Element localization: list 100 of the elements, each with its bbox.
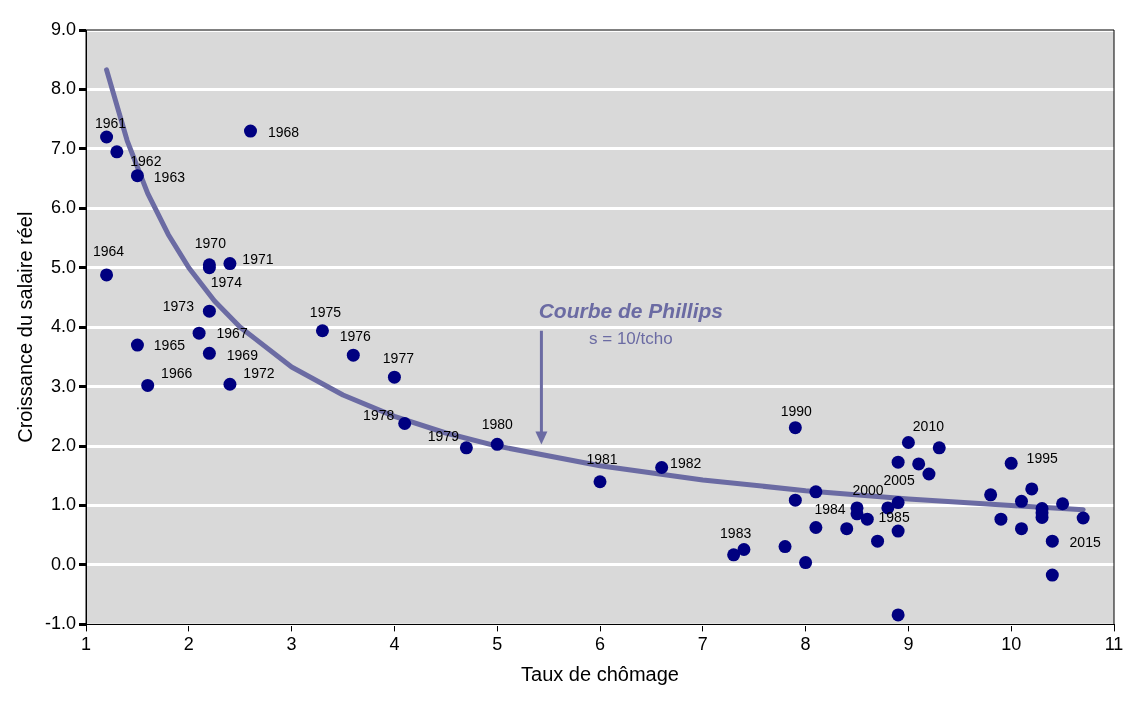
- annotation: 2000: [852, 481, 884, 498]
- point: [788, 421, 802, 435]
- point: [1045, 568, 1059, 582]
- annotation: 1977: [382, 349, 415, 366]
- annotation: 1962: [130, 152, 162, 169]
- annotation: 1967: [216, 325, 248, 341]
- point: [655, 460, 669, 474]
- point: [1056, 497, 1070, 511]
- point: [141, 378, 155, 392]
- point: [387, 370, 401, 384]
- annotation: 1970: [194, 234, 227, 251]
- x-tick-label: 1: [81, 634, 92, 655]
- annotation: 1973: [162, 298, 195, 315]
- point: [1045, 534, 1059, 548]
- annotation: 1966: [161, 365, 193, 382]
- point: [192, 326, 206, 340]
- point: [202, 304, 216, 318]
- annotation: 1995: [1026, 450, 1058, 467]
- point: [932, 441, 946, 455]
- annotation: 1964: [93, 242, 125, 259]
- annotation: 1972: [243, 365, 275, 382]
- point: [202, 346, 216, 360]
- point: [398, 416, 412, 430]
- point: [100, 268, 114, 282]
- x-tick-label: 5: [492, 634, 503, 655]
- annotation: 2015: [1069, 533, 1101, 550]
- point: [994, 512, 1008, 526]
- x-tick-label: 9: [903, 634, 914, 655]
- annotation: s = 10/tcho: [589, 329, 673, 349]
- point: [223, 257, 237, 271]
- point: [871, 534, 885, 548]
- point: [737, 543, 751, 557]
- point: [593, 475, 607, 489]
- y-tick-label: 1.0: [50, 494, 77, 515]
- annotation: 1978: [363, 407, 395, 424]
- point: [901, 436, 915, 450]
- point: [130, 338, 144, 352]
- point: [223, 377, 237, 391]
- annotation: 1981: [586, 450, 618, 467]
- y-axis-title: Croissance du salaire réel: [13, 211, 36, 443]
- x-tick-label: 10: [1001, 634, 1022, 655]
- annotation: 1961: [95, 114, 127, 131]
- y-tick-label: 6.0: [50, 197, 77, 218]
- x-tick-label: 6: [595, 634, 606, 655]
- point: [840, 522, 854, 536]
- point: [727, 548, 741, 562]
- point: [346, 348, 360, 362]
- x-tick-label: 3: [286, 634, 297, 655]
- point: [1025, 482, 1039, 496]
- x-tick-label: 8: [800, 634, 811, 655]
- point: [100, 130, 114, 144]
- annotation: Courbe de Phillips: [538, 298, 724, 322]
- annotation: 1976: [339, 328, 372, 344]
- x-tick-label: 7: [697, 634, 708, 655]
- annotation: 1985: [878, 508, 910, 525]
- y-tick-label: 0.0: [50, 553, 77, 574]
- y-tick-label: 7.0: [50, 137, 77, 158]
- point: [130, 169, 144, 183]
- point: [891, 524, 905, 538]
- y-tick-label: 9.0: [50, 18, 77, 39]
- annotation: 1968: [267, 123, 300, 140]
- annotation: 1965: [153, 336, 186, 353]
- annotation: 2010: [912, 418, 945, 435]
- x-tick-label: 11: [1104, 634, 1124, 655]
- x-axis-title: Taux de chômage: [521, 662, 679, 685]
- y-tick-label: 4.0: [50, 316, 77, 337]
- point: [1014, 494, 1028, 508]
- annotation: 2005: [883, 472, 915, 489]
- point: [243, 124, 257, 138]
- annotation: 1971: [242, 251, 274, 268]
- y-tick-label: 3.0: [50, 375, 77, 396]
- annotation: 1984: [814, 500, 846, 517]
- point: [788, 493, 802, 507]
- point: [315, 324, 329, 338]
- annotation: 1982: [670, 455, 702, 472]
- annotation: 1963: [153, 169, 186, 186]
- y-tick-label: 2.0: [50, 435, 77, 456]
- point: [1076, 511, 1090, 525]
- point: [809, 485, 823, 499]
- annotation: 1979: [427, 427, 460, 444]
- point: [809, 521, 823, 535]
- point: [459, 441, 473, 455]
- y-tick-label: 5.0: [50, 256, 77, 277]
- y-tick-label: -1.0: [44, 613, 77, 634]
- annotation: 1974: [210, 273, 243, 290]
- point: [860, 512, 874, 526]
- point: [1004, 456, 1018, 470]
- point: [891, 608, 905, 622]
- annotation: 1983: [720, 524, 752, 541]
- annotation: 1975: [309, 303, 342, 320]
- point: [778, 540, 792, 554]
- point: [110, 145, 124, 159]
- point: [891, 455, 905, 469]
- x-tick-label: 4: [389, 634, 400, 655]
- point: [799, 556, 813, 570]
- point: [922, 467, 936, 481]
- point: [490, 437, 504, 451]
- y-tick-label: 8.0: [50, 78, 77, 99]
- annotation: 1969: [226, 347, 259, 364]
- point: [912, 457, 926, 471]
